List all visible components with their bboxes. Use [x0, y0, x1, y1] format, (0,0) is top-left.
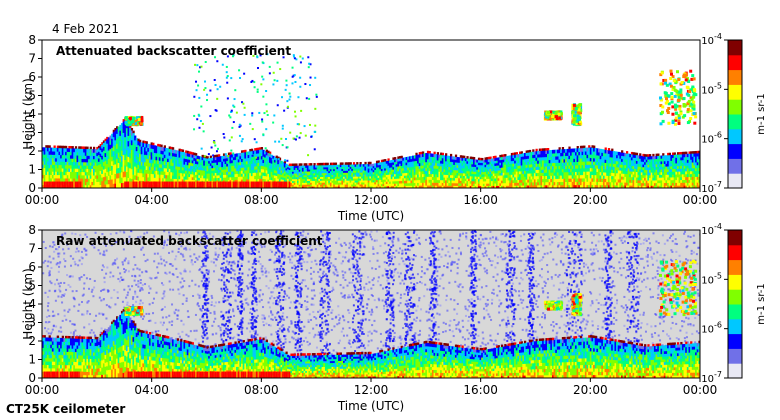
x-axis-label: Time (UTC): [337, 399, 404, 413]
y-tick-label: 5: [28, 89, 36, 103]
y-tick-label: 4: [28, 107, 36, 121]
x-tick-label: 04:00: [134, 193, 169, 207]
colorbar-segment: [728, 274, 742, 290]
x-tick-label: 08:00: [244, 193, 279, 207]
x-tick-label: 12:00: [354, 383, 389, 397]
y-tick-label: 0: [28, 181, 36, 195]
colorbar-segment: [728, 84, 742, 100]
y-tick-label: 8: [28, 223, 36, 237]
y-tick-label: 8: [28, 33, 36, 47]
colorbar-tick-label: 10-7: [701, 180, 722, 195]
x-tick-label: 00:00: [683, 383, 718, 397]
y-tick-label: 1: [28, 163, 36, 177]
x-axis-label: Time (UTC): [337, 209, 404, 223]
colorbar-segment: [728, 173, 742, 189]
colorbar-segment: [728, 99, 742, 115]
colorbar-tick-label: 10-4: [701, 32, 722, 47]
backscatter-field: [42, 230, 700, 378]
x-tick-label: 16:00: [463, 193, 498, 207]
backscatter-panel-0: Attenuated backscatter coefficient 0 1 2 3 4 5…: [21, 32, 767, 223]
colorbar-tick-label: 10-4: [701, 222, 722, 237]
colorbar-tick-label: 10-6: [701, 321, 722, 336]
colorbar-tick-label: 10-5: [701, 81, 722, 96]
panel-title: Attenuated backscatter coefficient: [56, 44, 291, 58]
y-axis-label: Height (km): [21, 268, 35, 339]
colorbar-tick-label: 10-7: [701, 370, 722, 385]
y-tick-label: 7: [28, 52, 36, 66]
y-tick-label: 3: [28, 126, 36, 140]
x-tick-label: 08:00: [244, 383, 279, 397]
x-tick-label: 20:00: [573, 383, 608, 397]
x-tick-label: 00:00: [25, 383, 60, 397]
colorbar-segment: [728, 128, 742, 145]
backscatter-panel-1: Raw attenuated backscatter coefficient 0 1…: [21, 222, 767, 413]
colorbar-segment: [728, 69, 742, 85]
y-tick-label: 6: [28, 70, 36, 84]
colorbar-segment: [728, 230, 742, 246]
colorbar-frame: [727, 229, 743, 379]
colorbar-segment: [728, 304, 742, 320]
colorbar-unit-label: m-1 sr-1: [756, 283, 767, 325]
backscatter-field: [42, 53, 700, 188]
colorbar-segment: [728, 333, 742, 349]
colorbar-segment: [728, 259, 742, 275]
date-label: 4 Feb 2021: [52, 22, 119, 36]
colorbar-segment: [728, 40, 742, 56]
x-tick-label: 04:00: [134, 383, 169, 397]
colorbar-segment: [728, 114, 742, 130]
instrument-footer: CT25K ceilometer: [6, 402, 125, 416]
y-tick-label: 4: [28, 297, 36, 311]
y-tick-label: 3: [28, 316, 36, 330]
x-tick-label: 16:00: [463, 383, 498, 397]
y-tick-label: 2: [28, 334, 36, 348]
y-tick-label: 1: [28, 353, 36, 367]
x-tick-label: 00:00: [25, 193, 60, 207]
y-tick-label: 7: [28, 242, 36, 256]
y-tick-label: 0: [28, 371, 36, 385]
y-tick-label: 2: [28, 144, 36, 158]
x-tick-label: 20:00: [573, 193, 608, 207]
colorbar-segment: [728, 348, 742, 364]
colorbar-segment: [728, 289, 742, 305]
x-tick-label: 00:00: [683, 193, 718, 207]
y-tick-label: 5: [28, 279, 36, 293]
colorbar-frame: [727, 39, 743, 189]
colorbar-tick-label: 10-6: [701, 131, 722, 146]
colorbar-segment: [728, 54, 742, 71]
colorbar-segment: [728, 363, 742, 379]
panel-title: Raw attenuated backscatter coefficient: [56, 234, 323, 248]
y-axis-label: Height (km): [21, 78, 35, 149]
colorbar-segment: [728, 143, 742, 159]
colorbar-segment: [728, 244, 742, 261]
colorbar-segment: [728, 158, 742, 174]
colorbar-segment: [728, 318, 742, 335]
colorbar-unit-label: m-1 sr-1: [756, 93, 767, 135]
colorbar-tick-label: 10-5: [701, 271, 722, 286]
x-tick-label: 12:00: [354, 193, 389, 207]
y-tick-label: 6: [28, 260, 36, 274]
